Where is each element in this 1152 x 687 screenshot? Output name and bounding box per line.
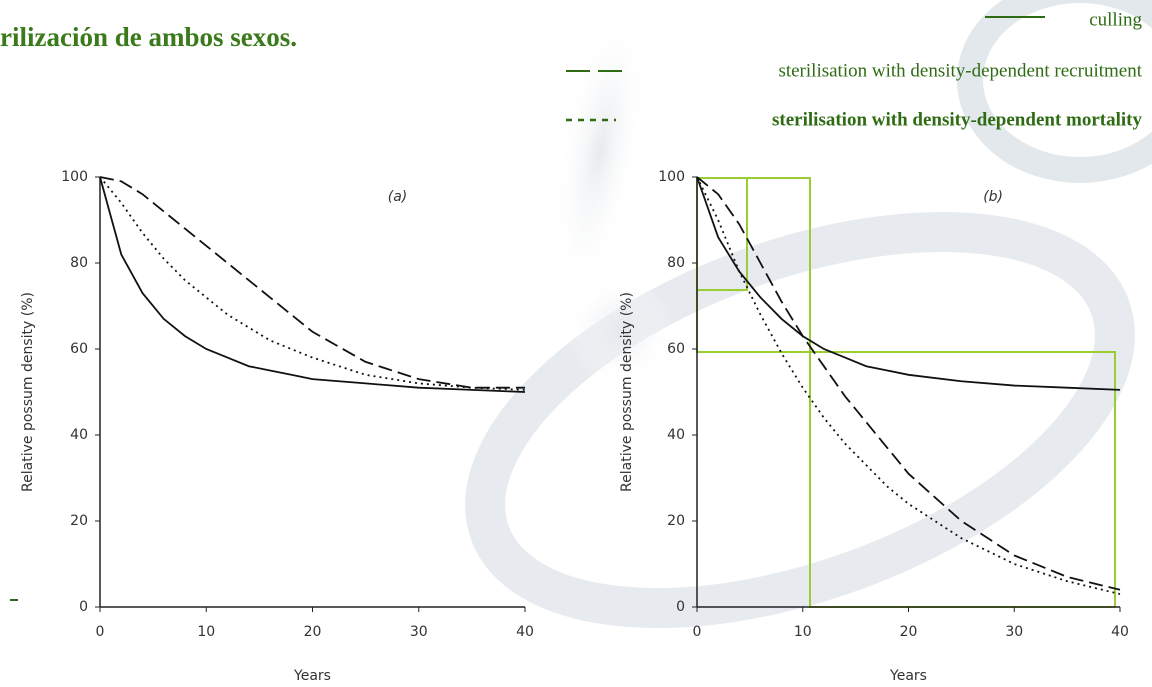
x-tick-label: 10	[794, 624, 812, 640]
series-line	[100, 177, 525, 392]
page: rilización de ambos sexos. culling steri…	[0, 0, 1152, 687]
x-axis-label: Years	[293, 668, 331, 684]
y-tick-label: 60	[70, 341, 88, 357]
slide: rilización de ambos sexos. culling steri…	[0, 0, 1152, 687]
x-tick-label: 20	[900, 624, 918, 640]
background	[435, 0, 1152, 683]
series-line	[100, 177, 525, 388]
y-tick-label: 0	[79, 599, 88, 615]
panel-label: (a)	[388, 189, 408, 205]
y-tick-label: 80	[70, 255, 88, 271]
y-axis-label: Relative possum density (%)	[619, 292, 635, 492]
legend-label: sterilisation with density-dependent rec…	[778, 60, 1142, 81]
chart: 0 10 20 30 40 0 20 40 60 80 100 Years Relative possu…	[20, 169, 534, 684]
y-tick-label: 40	[70, 427, 88, 443]
y-tick-label: 60	[667, 341, 685, 357]
x-tick-label: 40	[1111, 624, 1129, 640]
x-tick-label: 10	[197, 624, 215, 640]
x-tick-label: 0	[693, 624, 702, 640]
legend-label: sterilisation with density-dependent mor…	[772, 109, 1142, 130]
panel-label: (b)	[983, 189, 1003, 205]
x-tick-label: 40	[516, 624, 534, 640]
x-tick-label: 20	[304, 624, 322, 640]
series-line	[100, 177, 525, 390]
y-tick-label: 20	[70, 513, 88, 529]
slide-title: rilización de ambos sexos.	[0, 22, 297, 52]
x-axis-label: Years	[889, 668, 927, 684]
y-axis-label: Relative possum density (%)	[20, 292, 36, 492]
y-tick-label: 100	[61, 169, 88, 185]
y-tick-label: 0	[676, 599, 685, 615]
y-tick-label: 80	[667, 255, 685, 271]
x-tick-label: 30	[410, 624, 428, 640]
y-tick-label: 20	[667, 513, 685, 529]
legend-label: culling	[1089, 9, 1142, 30]
y-tick-label: 40	[667, 427, 685, 443]
x-tick-label: 0	[96, 624, 105, 640]
x-tick-label: 30	[1005, 624, 1023, 640]
y-tick-label: 100	[658, 169, 685, 185]
